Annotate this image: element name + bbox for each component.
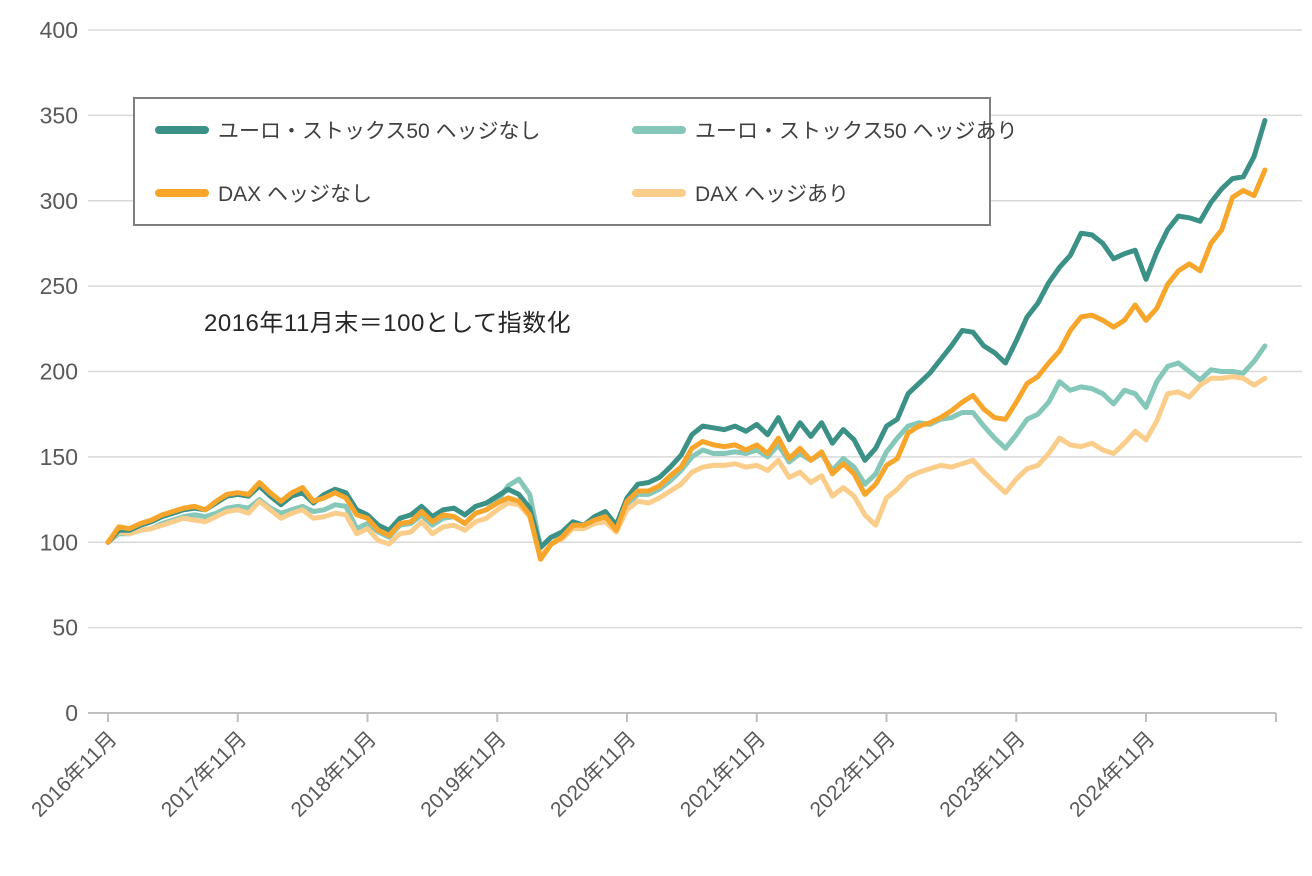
legend-item-es50-unhedged: ユーロ・ストックス50 ヘッジなし <box>155 115 632 145</box>
legend-label: ユーロ・ストックス50 ヘッジあり <box>695 120 1018 144</box>
y-tick-label: 300 <box>40 188 78 214</box>
series-line-es50-unhedged <box>105 118 1268 550</box>
legend-item-dax-hedged: DAX ヘッジあり <box>632 178 1018 208</box>
index-note: 2016年11月末＝100として指数化 <box>204 310 572 337</box>
x-tick-label: 2022年11月 <box>806 727 900 821</box>
legend-swatch-es50-hedged <box>632 126 686 135</box>
x-tick-label: 2016年11月 <box>27 727 121 821</box>
legend-item-es50-hedged: ユーロ・ストックス50 ヘッジあり <box>632 115 1018 145</box>
legend: ユーロ・ストックス50 ヘッジなし ユーロ・ストックス50 ヘッジあり DAX … <box>133 97 1018 226</box>
x-tick-label: 2023年11月 <box>935 727 1029 821</box>
legend-label: DAX ヘッジあり <box>695 182 850 206</box>
y-tick-label: 0 <box>65 700 78 726</box>
series-line-dax-hedged <box>105 374 1268 559</box>
y-tick-label: 250 <box>40 273 78 299</box>
y-tick-label: 350 <box>40 102 78 128</box>
series-line-dax-unhedged <box>105 167 1268 562</box>
legend-item-dax-unhedged: DAX ヘッジなし <box>155 178 632 208</box>
legend-swatch-es50-unhedged <box>155 126 209 135</box>
y-tick-label: 400 <box>40 17 78 43</box>
series-line-es50-hedged <box>105 343 1268 550</box>
y-tick-label: 150 <box>40 444 78 470</box>
x-tick-label: 2019年11月 <box>416 727 510 821</box>
x-tick-label: 2021年11月 <box>676 727 770 821</box>
legend-label: ユーロ・ストックス50 ヘッジなし <box>218 120 541 144</box>
x-tick-label: 2017年11月 <box>157 727 251 821</box>
x-tick-label: 2024年11月 <box>1065 727 1159 821</box>
x-tick-label: 2020年11月 <box>546 727 640 821</box>
y-tick-label: 50 <box>52 615 78 641</box>
legend-swatch-dax-unhedged <box>155 188 209 197</box>
y-tick-label: 100 <box>40 529 78 555</box>
y-tick-label: 200 <box>40 359 78 385</box>
x-tick-label: 2018年11月 <box>287 727 381 821</box>
legend-swatch-dax-hedged <box>632 188 686 197</box>
legend-label: DAX ヘッジなし <box>218 182 373 206</box>
